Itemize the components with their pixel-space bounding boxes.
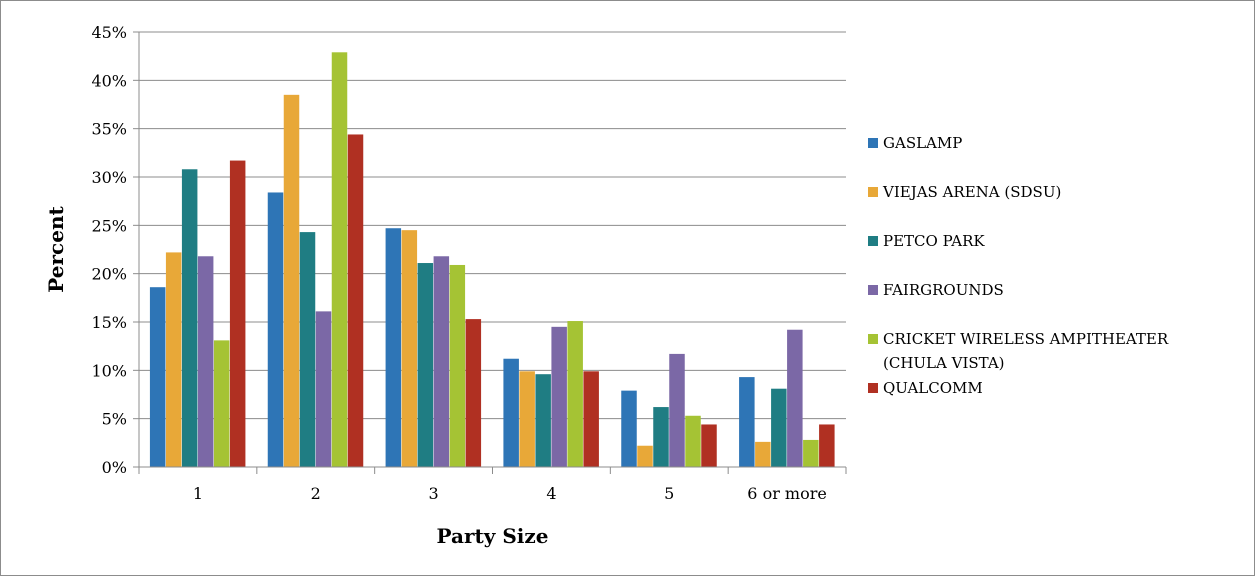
bar xyxy=(315,311,332,467)
legend-label-line: QUALCOMM xyxy=(883,379,983,397)
x-tick-labels: 1 2 3 4 5 6 or more xyxy=(193,484,827,503)
bar xyxy=(669,353,685,467)
bar xyxy=(653,407,669,467)
legend-item: PETCO PARK xyxy=(868,232,985,250)
bar xyxy=(567,321,583,467)
bar xyxy=(165,252,182,467)
bar xyxy=(149,287,166,467)
y-tick-label: 20% xyxy=(91,265,127,284)
y-tick-label: 45% xyxy=(91,23,127,42)
y-tick-label: 30% xyxy=(91,168,127,187)
bar xyxy=(331,52,348,468)
bar xyxy=(755,441,771,467)
x-tick-label: 1 xyxy=(193,484,203,503)
bar xyxy=(417,263,434,467)
legend-item: FAIRGROUNDS xyxy=(868,281,1004,299)
bar xyxy=(299,232,316,467)
y-tick-label: 0% xyxy=(102,458,127,477)
bar xyxy=(519,371,535,467)
legend-swatch xyxy=(868,383,878,393)
legend-label-line: CRICKET WIRELESS AMPITHEATER xyxy=(883,330,1169,348)
bar xyxy=(535,374,551,467)
legend-swatch xyxy=(868,187,878,197)
y-tick-label: 25% xyxy=(91,216,127,235)
legend-item: QUALCOMM xyxy=(868,379,983,397)
y-tick-labels: 0% 5% 10% 15% 20% 25% 30% 35% 40% 45% xyxy=(91,23,127,477)
y-tick-label: 5% xyxy=(102,410,127,429)
bar xyxy=(701,424,717,467)
bar xyxy=(621,390,637,467)
legend-label-line: FAIRGROUNDS xyxy=(883,281,1004,299)
bar xyxy=(283,94,300,467)
legend-label-line: PETCO PARK xyxy=(883,232,985,250)
bar xyxy=(385,228,402,467)
x-tick-label: 5 xyxy=(664,484,674,503)
legend-label: QUALCOMM xyxy=(883,379,983,397)
legend-label: FAIRGROUNDS xyxy=(883,281,1004,299)
x-tick-label: 3 xyxy=(428,484,438,503)
bar xyxy=(771,388,787,467)
y-axis-title: Percent xyxy=(44,206,68,293)
x-tick-label: 4 xyxy=(546,484,556,503)
y-tick-label: 40% xyxy=(91,71,127,90)
bar xyxy=(803,439,819,467)
legend-label: VIEJAS ARENA (SDSU) xyxy=(882,183,1061,201)
x-axis-title: Party Size xyxy=(437,524,549,548)
x-tick-label: 2 xyxy=(311,484,321,503)
axes xyxy=(133,31,847,474)
bar xyxy=(819,424,835,467)
x-tick-label: 6 or more xyxy=(747,484,827,503)
legend-label-line: VIEJAS ARENA (SDSU) xyxy=(882,183,1061,201)
legend-swatch xyxy=(868,138,878,148)
legend-label: PETCO PARK xyxy=(883,232,985,250)
legend-swatch xyxy=(868,334,878,344)
bar xyxy=(503,358,519,467)
legend-item: VIEJAS ARENA (SDSU) xyxy=(868,183,1061,201)
bar xyxy=(637,445,653,467)
legend: GASLAMP VIEJAS ARENA (SDSU) PETCO PARK FAIR… xyxy=(868,134,1169,397)
y-tick-label: 35% xyxy=(91,120,127,139)
legend-label-line: GASLAMP xyxy=(883,134,962,152)
legend-label-line: (CHULA VISTA) xyxy=(883,354,1005,372)
y-tick-label: 15% xyxy=(91,313,127,332)
bar xyxy=(433,256,450,467)
gridlines xyxy=(139,31,846,420)
legend-label: CRICKET WIRELESS AMPITHEATER (CHULA VISTA… xyxy=(883,330,1169,372)
bar xyxy=(449,264,466,467)
bar xyxy=(685,415,701,467)
bar xyxy=(583,371,599,467)
bar xyxy=(347,134,364,467)
bar xyxy=(465,319,482,467)
bar xyxy=(181,169,198,467)
bar xyxy=(551,326,567,467)
bars xyxy=(149,52,835,468)
legend-swatch xyxy=(868,236,878,246)
bar xyxy=(739,377,755,467)
bar xyxy=(267,192,284,467)
bar xyxy=(229,160,246,468)
legend-item: GASLAMP xyxy=(868,134,962,152)
bar xyxy=(197,256,214,467)
legend-swatch xyxy=(868,285,878,295)
bar xyxy=(401,230,418,467)
legend-item: CRICKET WIRELESS AMPITHEATER (CHULA VISTA… xyxy=(868,330,1169,372)
bar xyxy=(213,340,230,467)
bar xyxy=(787,329,803,467)
legend-label: GASLAMP xyxy=(883,134,962,152)
y-tick-label: 10% xyxy=(91,361,127,380)
